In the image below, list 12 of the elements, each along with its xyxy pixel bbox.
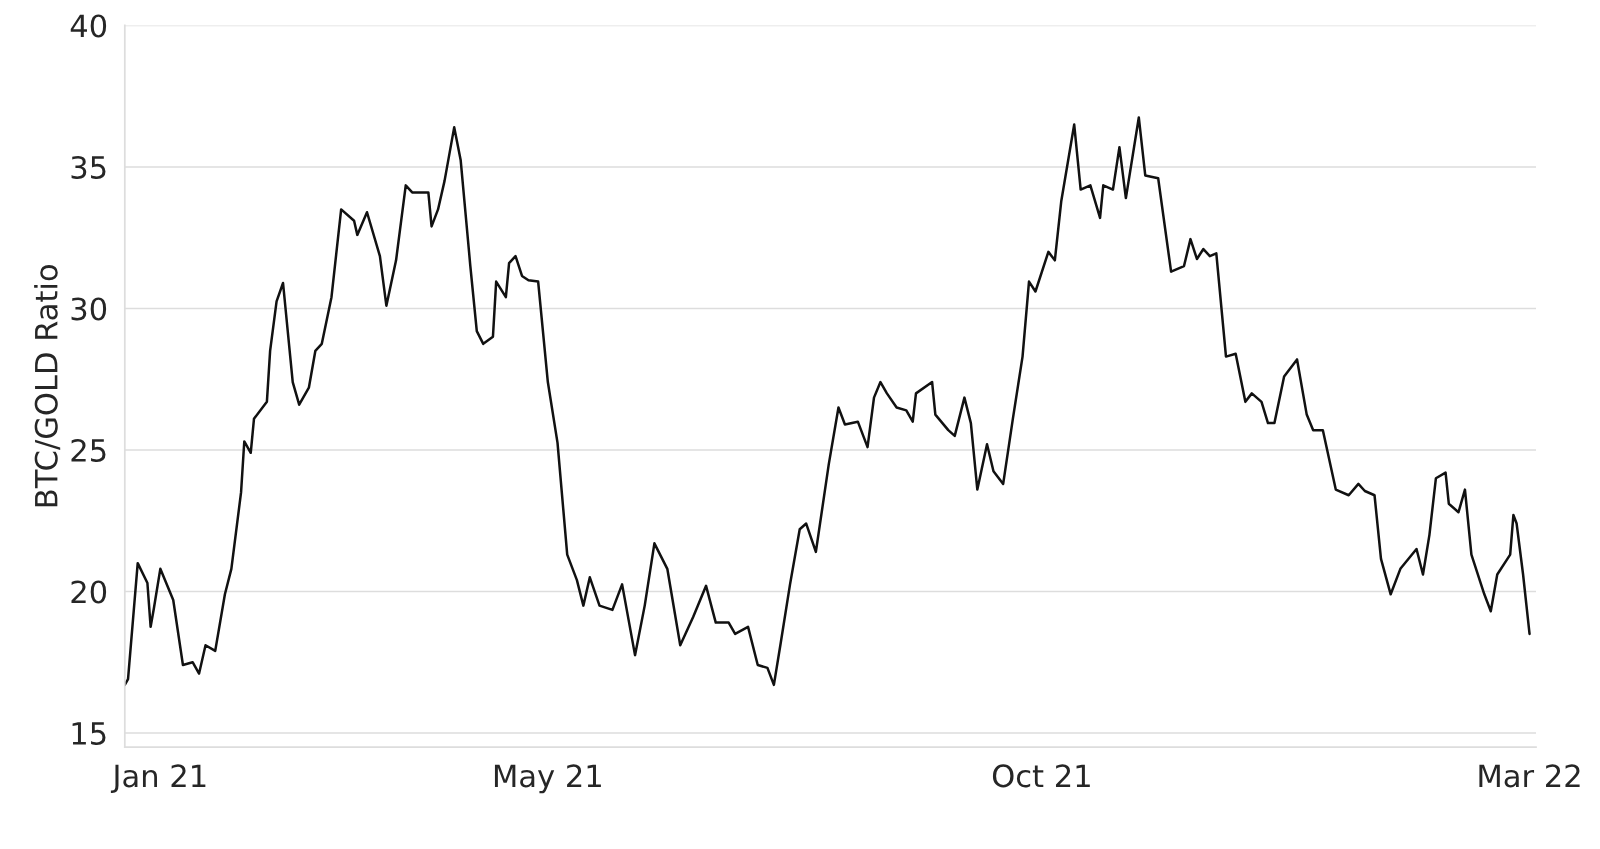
y-tick-label: 15 (72, 722, 106, 746)
x-tick-label: Mar 22 (1479, 764, 1580, 788)
y-axis-title: BTC/GOLD Ratio (34, 265, 61, 507)
y-tick-label: 20 (71, 580, 107, 604)
y-tick-label: 40 (70, 14, 107, 38)
x-tick-label: Oct 21 (992, 764, 1090, 788)
y-tick-label: 35 (71, 155, 106, 180)
x-tick-label: Jan 21 (110, 764, 206, 794)
line-series (124, 116, 1531, 687)
y-tick-label: 25 (71, 438, 106, 463)
y-tick-label: 30 (71, 297, 107, 321)
x-tick-label: May 21 (494, 764, 601, 794)
